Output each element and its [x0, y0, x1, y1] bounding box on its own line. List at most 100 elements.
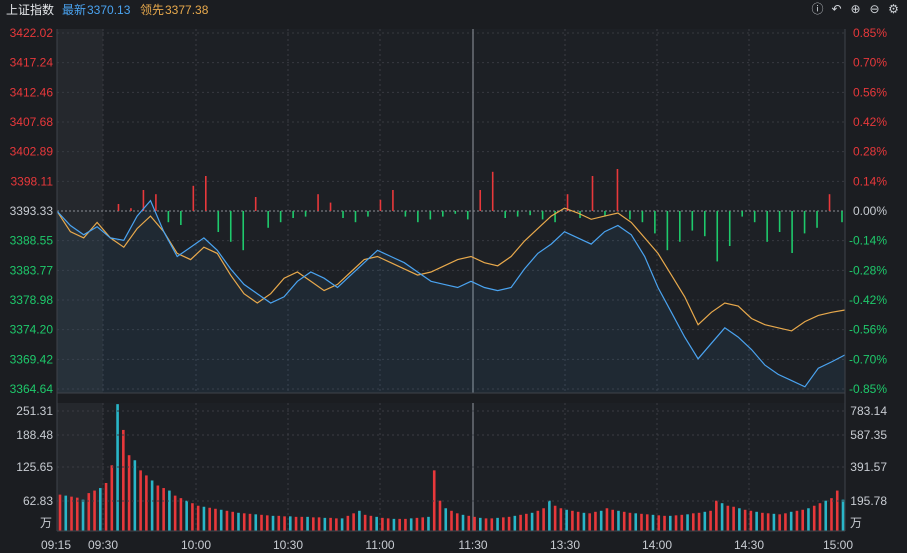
volume-bar	[162, 488, 165, 531]
volume-bar	[317, 517, 321, 531]
volume-bar	[306, 516, 309, 531]
volume-bar	[622, 511, 626, 531]
volume-bar	[421, 517, 425, 531]
volume-bar	[363, 514, 367, 531]
volume-bar	[761, 512, 764, 531]
volume-bar	[818, 503, 822, 531]
y-tick-left: 3378.98	[10, 293, 54, 307]
volume-bar	[427, 516, 430, 531]
volume-bar	[116, 404, 119, 531]
volume-bar	[381, 517, 384, 531]
y-tick-right: 0.70%	[853, 56, 887, 70]
y-tick-right: -0.14%	[849, 234, 887, 248]
volume-bar	[58, 494, 62, 531]
zoom-in-icon[interactable]: ⊕	[850, 2, 861, 16]
volume-bar	[605, 508, 609, 531]
volume-bar	[265, 515, 269, 531]
pre-market-shade	[57, 29, 103, 393]
volume-bar	[93, 490, 96, 531]
volume-bar	[300, 516, 304, 531]
volume-bar	[432, 470, 436, 531]
x-tick: 09:30	[88, 538, 118, 552]
volume-bar	[219, 509, 223, 531]
y-tick-right: 0.28%	[853, 145, 887, 159]
volume-bar	[254, 514, 258, 531]
x-tick: 14:00	[642, 538, 672, 552]
y-tick-right: 0.85%	[853, 26, 887, 40]
volume-bar	[375, 516, 378, 531]
volume-bar	[519, 514, 522, 531]
volume-tick-right: 391.57	[850, 460, 887, 474]
volume-bar	[277, 515, 281, 531]
volume-bar	[588, 513, 591, 531]
volume-bar	[686, 514, 689, 531]
volume-bar	[312, 517, 315, 531]
volume-bar	[340, 518, 344, 531]
volume-bar	[720, 503, 724, 531]
volume-bar	[496, 517, 499, 531]
volume-tick-left: 125.65	[16, 460, 53, 474]
volume-bar	[755, 511, 758, 531]
volume-bar	[323, 517, 327, 531]
info-icon[interactable]: ⓘ	[811, 2, 824, 16]
volume-bar	[133, 460, 137, 531]
x-tick: 09:15	[41, 538, 71, 552]
volume-bar	[830, 498, 833, 531]
volume-bar	[582, 512, 586, 531]
volume-bar	[628, 512, 632, 531]
volume-bar	[139, 470, 142, 531]
volume-bar	[404, 518, 407, 531]
volume-bar	[450, 510, 453, 531]
y-tick-right: 0.42%	[853, 115, 887, 129]
volume-bar	[807, 508, 810, 531]
volume-bar	[386, 518, 390, 531]
volume-bar	[185, 500, 188, 531]
volume-bar	[657, 515, 661, 531]
volume-bar	[692, 513, 695, 531]
volume-bar	[565, 509, 568, 531]
settings-icon[interactable]: ⚙	[888, 2, 899, 16]
volume-bar	[841, 499, 845, 531]
y-tick-right: -0.85%	[849, 382, 887, 396]
volume-bar	[738, 508, 741, 531]
volume-bar	[576, 511, 580, 531]
volume-bar	[530, 512, 534, 531]
volume-bar	[502, 517, 505, 531]
x-tick: 14:30	[734, 538, 764, 552]
zoom-out-icon[interactable]: ⊖	[869, 2, 880, 16]
volume-tick-left: 251.31	[16, 404, 53, 418]
volume-bar	[110, 465, 114, 531]
volume-bar	[99, 488, 102, 531]
volume-bar	[358, 510, 361, 531]
x-tick: 10:00	[181, 538, 211, 552]
volume-bar	[70, 496, 73, 531]
y-tick-right: -0.56%	[849, 323, 887, 337]
price-area-fill	[57, 200, 845, 393]
volume-bar	[288, 516, 292, 531]
y-tick-left: 3412.46	[10, 85, 54, 99]
x-tick: 11:30	[458, 538, 487, 552]
volume-unit-left: 万	[40, 516, 52, 530]
y-tick-left: 3393.33	[10, 204, 54, 218]
price-line	[56, 199, 846, 388]
volume-bar	[208, 507, 211, 531]
y-tick-left: 3422.02	[10, 26, 54, 40]
leading-line	[56, 207, 846, 332]
volume-bar	[726, 505, 730, 531]
volume-unit-right: 万	[850, 516, 862, 530]
volume-tick-left: 62.83	[23, 494, 53, 508]
volume-bar	[599, 510, 603, 531]
volume-bar	[455, 513, 459, 531]
volume-bar	[536, 510, 540, 531]
volume-bar	[680, 514, 684, 531]
volume-bar	[87, 493, 91, 531]
latest-label: 最新	[62, 3, 87, 17]
undo-icon[interactable]: ↶	[831, 2, 842, 16]
volume-bar	[81, 499, 85, 531]
volume-bar	[104, 482, 108, 531]
volume-bar	[415, 517, 419, 531]
leading-value: 3377.38	[165, 3, 209, 17]
volume-bar	[75, 497, 79, 531]
volume-bar	[237, 512, 240, 531]
